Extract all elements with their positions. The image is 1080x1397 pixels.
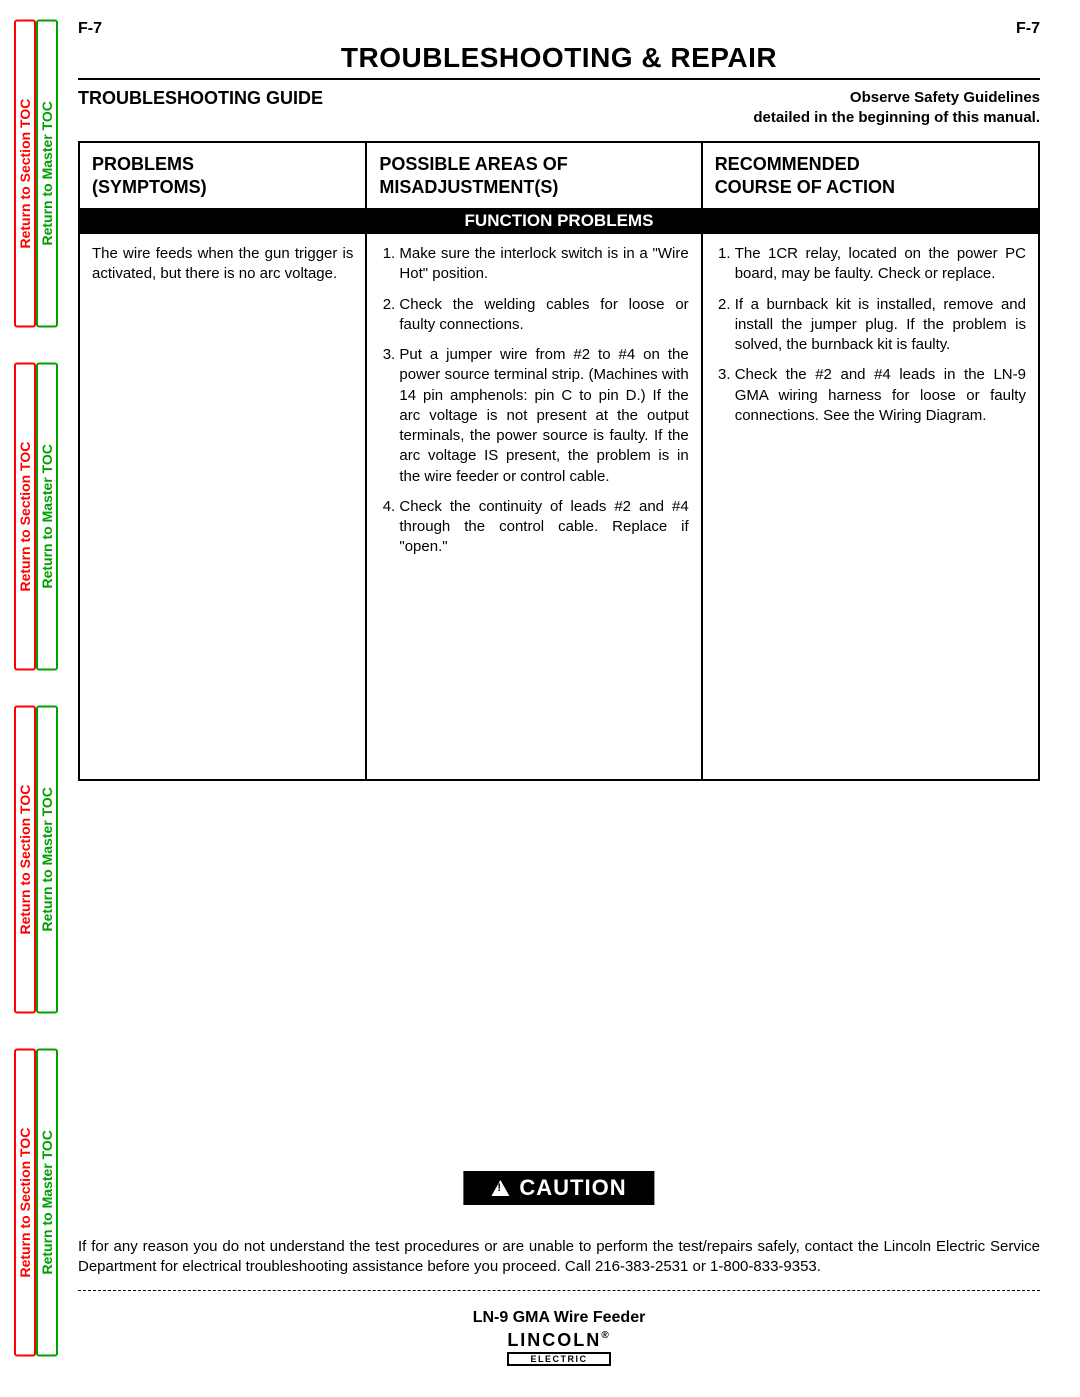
table-section-bar: FUNCTION PROBLEMS <box>80 208 1038 234</box>
caution-badge: CAUTION <box>463 1171 654 1205</box>
caution-label: CAUTION <box>519 1175 626 1201</box>
return-section-toc-tab[interactable]: Return to Section TOC <box>14 20 36 328</box>
footer-divider <box>78 1290 1040 1291</box>
return-section-toc-tab[interactable]: Return to Section TOC <box>14 363 36 671</box>
page-content: F-7 F-7 TROUBLESHOOTING & REPAIR TROUBLE… <box>78 20 1040 1377</box>
safety-line1: Observe Safety Guidelines <box>850 89 1040 106</box>
action-cell: The 1CR relay, located on the power PC b… <box>703 234 1038 779</box>
list-item: If a burnback kit is installed, remove a… <box>735 295 1026 356</box>
misadjustment-cell: Make sure the interlock switch is in a "… <box>367 234 702 779</box>
section-toc-column: Return to Section TOC Return to Section … <box>14 0 36 1397</box>
guide-title: TROUBLESHOOTING GUIDE <box>78 88 323 109</box>
list-item: The 1CR relay, located on the power PC b… <box>735 244 1026 285</box>
side-tabs: Return to Section TOC Return to Section … <box>14 0 58 1397</box>
table-row: The wire feeds when the gun trigger is a… <box>80 234 1038 779</box>
return-master-toc-tab[interactable]: Return to Master TOC <box>36 20 58 328</box>
table-header-row: PROBLEMS(SYMPTOMS) POSSIBLE AREAS OFMISA… <box>80 143 1038 208</box>
list-item: Put a jumper wire from #2 to #4 on the p… <box>399 345 688 487</box>
list-item: Make sure the interlock switch is in a "… <box>399 244 688 285</box>
list-item: Check the #2 and #4 leads in the LN-9 GM… <box>735 365 1026 426</box>
master-toc-column: Return to Master TOC Return to Master TO… <box>36 0 58 1397</box>
footer: LN-9 GMA Wire Feeder LINCOLN® ELECTRIC <box>78 1309 1040 1367</box>
subtitle-row: TROUBLESHOOTING GUIDE Observe Safety Gui… <box>78 88 1040 127</box>
page-code-left: F-7 <box>78 20 102 38</box>
warning-triangle-icon <box>491 1180 509 1196</box>
brand-logo: LINCOLN® ELECTRIC <box>507 1331 610 1366</box>
troubleshooting-table: PROBLEMS(SYMPTOMS) POSSIBLE AREAS OFMISA… <box>78 141 1040 781</box>
return-master-toc-tab[interactable]: Return to Master TOC <box>36 706 58 1014</box>
symptom-cell: The wire feeds when the gun trigger is a… <box>80 234 367 779</box>
page-number-row: F-7 F-7 <box>78 20 1040 38</box>
page-code-right: F-7 <box>1016 20 1040 38</box>
safety-line2: detailed in the beginning of this manual… <box>753 109 1040 126</box>
brand-name: LINCOLN® <box>507 1331 610 1349</box>
return-section-toc-tab[interactable]: Return to Section TOC <box>14 706 36 1014</box>
return-section-toc-tab[interactable]: Return to Section TOC <box>14 1049 36 1357</box>
return-master-toc-tab[interactable]: Return to Master TOC <box>36 1049 58 1357</box>
caution-text: If for any reason you do not understand … <box>78 1237 1040 1278</box>
safety-notice: Observe Safety Guidelines detailed in th… <box>753 88 1040 127</box>
list-item: Check the welding cables for loose or fa… <box>399 295 688 336</box>
return-master-toc-tab[interactable]: Return to Master TOC <box>36 363 58 671</box>
footer-product-name: LN-9 GMA Wire Feeder <box>78 1309 1040 1327</box>
list-item: Check the continuity of leads #2 and #4 … <box>399 497 688 558</box>
header-problems: PROBLEMS(SYMPTOMS) <box>80 143 367 208</box>
brand-sub: ELECTRIC <box>507 1352 610 1366</box>
main-title: TROUBLESHOOTING & REPAIR <box>78 42 1040 80</box>
header-action: RECOMMENDEDCOURSE OF ACTION <box>703 143 1038 208</box>
header-misadjustment: POSSIBLE AREAS OFMISADJUSTMENT(S) <box>367 143 702 208</box>
